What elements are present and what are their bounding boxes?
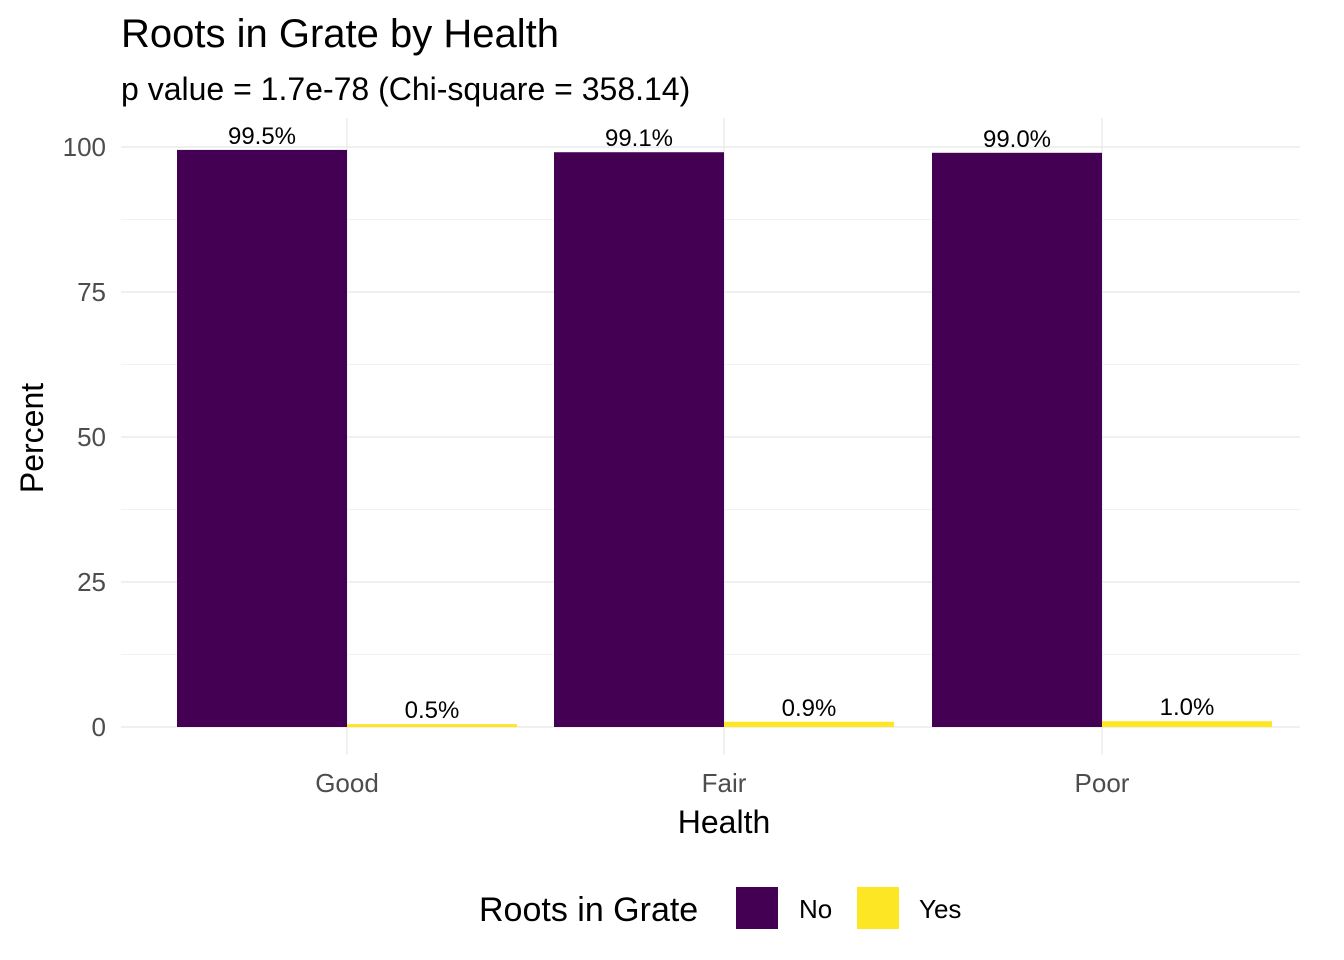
y-tick-label: 50 <box>77 422 106 452</box>
bar-yes-fair <box>724 721 894 727</box>
data-label: 99.5% <box>228 123 296 150</box>
data-labels: 99.5% 99.1% 99.0% 0.5% 0.9% 1.0% <box>228 123 1214 724</box>
bars <box>177 149 1272 728</box>
x-tick-label: Fair <box>702 768 747 798</box>
y-axis-ticks: 0 25 50 75 100 <box>63 132 106 742</box>
x-axis-title: Health <box>678 804 771 840</box>
y-tick-label: 25 <box>77 567 106 597</box>
data-label: 0.5% <box>405 697 460 724</box>
x-tick-label: Poor <box>1075 768 1130 798</box>
y-tick-label: 100 <box>63 132 106 162</box>
legend-swatch-yes <box>857 887 899 929</box>
bar-no-fair <box>554 152 724 728</box>
bar-no-poor <box>932 152 1102 728</box>
data-label: 99.1% <box>605 125 673 152</box>
legend: Roots in Grate No Yes <box>479 887 961 929</box>
legend-swatch-no <box>736 887 778 929</box>
bar-no-good <box>177 149 347 727</box>
y-tick-label: 75 <box>77 277 106 307</box>
x-tick-label: Good <box>315 768 379 798</box>
legend-label-yes: Yes <box>919 894 961 924</box>
legend-title: Roots in Grate <box>479 891 698 929</box>
y-axis-title: Percent <box>14 383 50 493</box>
chart-title: Roots in Grate by Health <box>121 12 559 56</box>
x-axis-ticks: Good Fair Poor <box>315 768 1130 798</box>
bar-yes-good <box>347 724 517 727</box>
legend-label-no: No <box>799 894 832 924</box>
chart-subtitle: p value = 1.7e-78 (Chi-square = 358.14) <box>121 71 690 107</box>
y-tick-label: 0 <box>92 712 106 742</box>
data-label: 1.0% <box>1160 694 1215 721</box>
data-label: 0.9% <box>782 695 837 722</box>
data-label: 99.0% <box>983 126 1051 153</box>
bar-yes-poor <box>1102 721 1272 727</box>
